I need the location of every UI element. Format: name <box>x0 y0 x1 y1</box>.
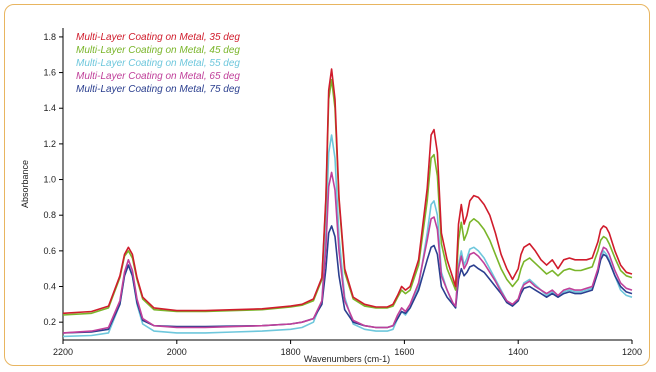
y-tick-label: 0.8 <box>43 210 56 220</box>
y-tick-label: 1.8 <box>43 32 56 42</box>
y-tick-label: 0.2 <box>43 317 56 327</box>
legend-entry-5: Multi-Layer Coating on Metal, 75 deg <box>76 84 240 95</box>
x-tick-label: 1600 <box>394 347 414 357</box>
legend-entry-3: Multi-Layer Coating on Metal, 55 deg <box>76 58 240 69</box>
legend-entry-4: Multi-Layer Coating on Metal, 65 deg <box>76 71 240 82</box>
x-tick-label: 2000 <box>167 347 187 357</box>
y-tick-label: 0.6 <box>43 246 56 256</box>
y-tick-label: 1.6 <box>43 68 56 78</box>
y-axis-label: Absorbance <box>20 160 30 208</box>
x-tick-label: 2200 <box>53 347 73 357</box>
x-tick-label: 1400 <box>508 347 528 357</box>
x-tick-label: 1200 <box>622 347 642 357</box>
legend-entry-2: Multi-Layer Coating on Metal, 45 deg <box>76 45 240 56</box>
chart-series <box>62 68 633 338</box>
series-line-4 <box>62 171 633 334</box>
chart-ticks: 2200 2000 1800 1600 1400 1200 0.2 0.4 0.6 0.8 1.0 1… <box>43 32 642 357</box>
x-tick-label: 1800 <box>281 347 301 357</box>
x-axis-label: Wavenumbers (cm-1) <box>304 354 390 364</box>
series-line-1 <box>62 68 633 315</box>
series-line-2 <box>62 78 633 316</box>
chart-legend: Multi-Layer Coating on Metal, 35 deg Mult… <box>76 32 240 95</box>
y-tick-label: 1.0 <box>43 175 56 185</box>
y-tick-label: 0.4 <box>43 282 56 292</box>
y-tick-label: 1.2 <box>43 139 56 149</box>
chart-axes <box>62 28 632 341</box>
y-tick-label: 1.4 <box>43 103 56 113</box>
legend-entry-1: Multi-Layer Coating on Metal, 35 deg <box>76 32 240 43</box>
